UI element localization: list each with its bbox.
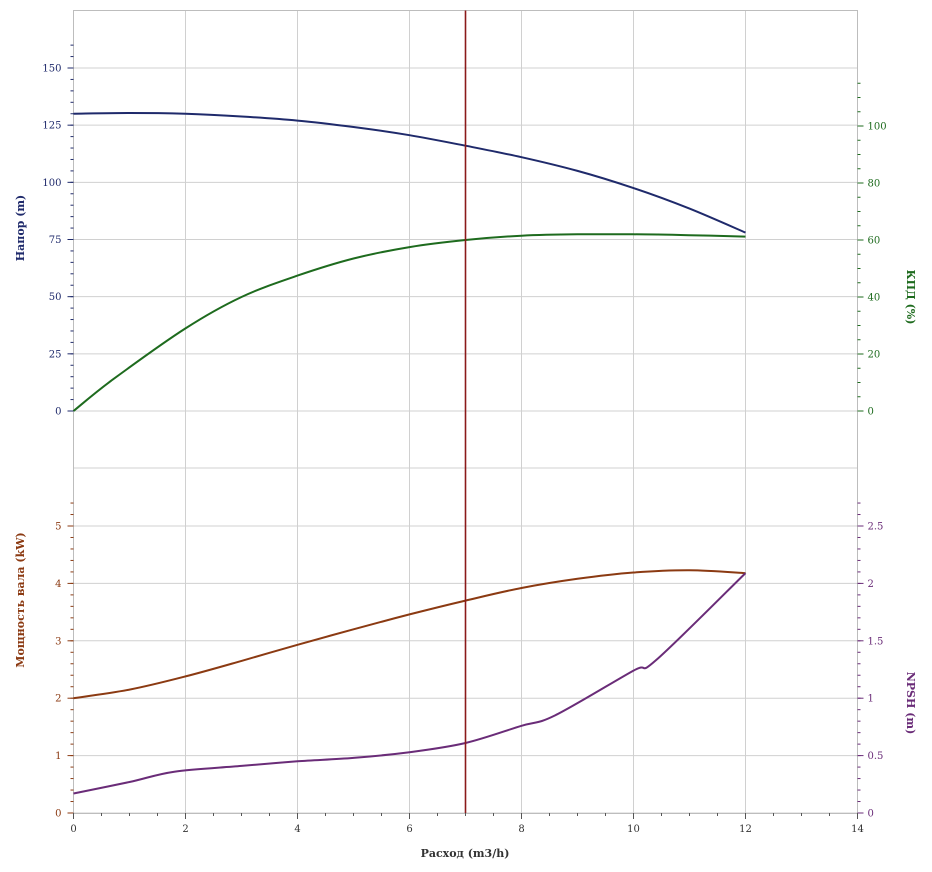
npsh-axis-tick-label: 2.5 [868, 522, 884, 533]
head-axis-tick-label: 25 [49, 349, 62, 360]
x-axis-tick-label: 8 [518, 824, 524, 835]
npsh-curve [73, 572, 747, 795]
efficiency-axis-tick-label: 40 [868, 293, 881, 304]
npsh-axis-title: NPSH (m) [904, 672, 917, 735]
x-axis-tick-label: 10 [627, 824, 640, 835]
ticks-layer [67, 44, 864, 819]
power-axis-tick-label: 5 [55, 522, 61, 533]
x-axis-tick-label: 2 [182, 824, 188, 835]
power-axis-tick-label: 0 [55, 809, 61, 820]
head-axis-tick-label: 75 [49, 235, 62, 246]
x-axis-tick-label: 12 [739, 824, 752, 835]
power-axis-tick-label: 2 [55, 694, 61, 705]
labels-layer: 025507510012515002040608010001234500.511… [42, 64, 886, 836]
series-layer [72, 10, 747, 813]
efficiency-axis-tick-label: 80 [868, 179, 881, 190]
head-axis-tick-label: 100 [42, 178, 61, 189]
efficiency-axis-tick-label: 0 [868, 407, 874, 418]
head-curve [73, 111, 746, 234]
head-axis-tick-label: 150 [42, 64, 61, 75]
efficiency-axis-tick-label: 100 [868, 122, 887, 133]
x-axis-tick-label: 0 [70, 824, 76, 835]
head-axis-title: Напор (m) [14, 195, 27, 261]
power-axis-tick-label: 1 [55, 751, 61, 762]
x-axis-tick-label: 4 [294, 824, 300, 835]
efficiency-axis-title: КПД (%) [904, 270, 917, 325]
power-axis-tick-label: 3 [55, 636, 61, 647]
efficiency-axis-tick-label: 20 [868, 350, 881, 361]
efficiency-curve [72, 233, 746, 412]
npsh-axis-tick-label: 0 [868, 809, 874, 820]
x-axis-tick-label: 14 [851, 824, 864, 835]
efficiency-axis-tick-label: 60 [868, 236, 881, 247]
x-axis-title: Расход (m3/h) [421, 847, 510, 860]
npsh-axis-tick-label: 1 [868, 694, 874, 705]
head-axis-tick-label: 125 [42, 121, 61, 132]
power-axis-tick-label: 4 [55, 579, 61, 590]
head-axis-tick-label: 0 [55, 407, 61, 418]
power-curve [73, 569, 746, 700]
npsh-axis-tick-label: 0.5 [868, 751, 884, 762]
npsh-axis-tick-label: 2 [868, 579, 874, 590]
npsh-axis-tick-label: 1.5 [868, 636, 884, 647]
x-axis-tick-label: 6 [406, 824, 412, 835]
power-axis-title: Мощность вала (kW) [14, 532, 27, 667]
head-axis-tick-label: 50 [49, 292, 62, 303]
